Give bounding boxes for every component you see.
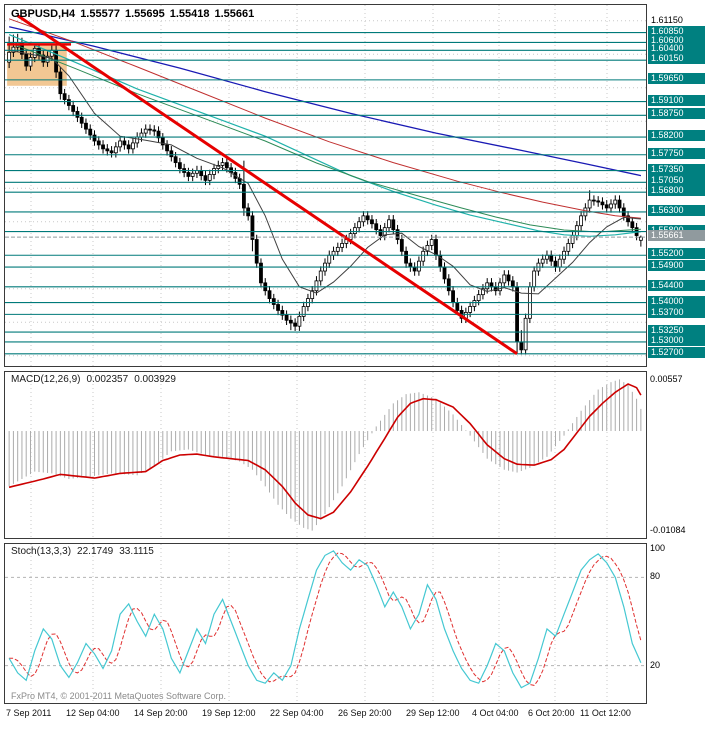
- stoch-scale[interactable]: 100 80 20: [648, 543, 708, 704]
- price-level-label: 1.60600: [648, 35, 705, 47]
- macd-histogram: [8, 379, 642, 531]
- copyright-text: FxPro MT4, © 2001-2011 MetaQuotes Softwa…: [11, 691, 227, 701]
- ma-teal: [8, 34, 641, 237]
- time-axis-label: 12 Sep 04:00: [66, 708, 120, 718]
- macd-scale[interactable]: 0.00557 -0.01084: [648, 371, 708, 539]
- stochastic-canvas[interactable]: [5, 544, 646, 703]
- stoch-signal-value: 33.1115: [119, 546, 154, 557]
- ma-fast-dark: [9, 49, 641, 295]
- macd-signal-value: 0.003929: [134, 374, 176, 385]
- time-axis-label: 29 Sep 12:00: [406, 708, 460, 718]
- stoch-axis-label: 20: [650, 659, 661, 670]
- price-axis-label: 1.61150: [651, 14, 683, 25]
- price-level-label: 1.56300: [648, 204, 705, 216]
- time-axis-label: 7 Sep 2011: [6, 708, 52, 718]
- time-axis-label: 11 Oct 12:00: [580, 708, 631, 718]
- price-level-label: 1.52700: [648, 346, 705, 358]
- time-axis-label: 14 Sep 20:00: [134, 708, 188, 718]
- stochastic-panel[interactable]: Stoch(13,3,3) 22.1749 33.1115 FxPro MT4, ©…: [4, 543, 647, 704]
- stoch-signal-line: [9, 552, 642, 686]
- price-level-label: 1.60850: [648, 25, 705, 37]
- price-level-label: 1.57350: [648, 163, 705, 175]
- time-axis-label: 4 Oct 04:00: [472, 708, 519, 718]
- macd-panel[interactable]: MACD(12,26,9) 0.002357 0.003929: [4, 371, 647, 539]
- open-value: 1.55577: [80, 8, 120, 20]
- close-value: 1.55661: [214, 8, 255, 20]
- price-level-label: 1.53250: [648, 325, 705, 337]
- macd-title: MACD(12,26,9) 0.002357 0.003929: [11, 374, 182, 385]
- price-level-label: 1.55200: [648, 248, 705, 260]
- time-axis-label: 22 Sep 04:00: [270, 708, 324, 718]
- macd-signal-line: [8, 383, 642, 520]
- stoch-title: Stoch(13,3,3) 22.1749 33.1115: [11, 546, 160, 557]
- price-level-label: 1.54900: [648, 260, 705, 272]
- macd-label: MACD(12,26,9): [11, 374, 81, 385]
- price-level-label: 1.58200: [648, 130, 705, 142]
- stoch-label: Stoch(13,3,3): [11, 546, 72, 557]
- price-level-label: 1.57750: [648, 147, 705, 159]
- symbol-period-label: GBPUSD,H4: [11, 8, 76, 20]
- price-level-label: 1.59100: [648, 94, 705, 106]
- price-level-label: 1.54400: [648, 279, 705, 291]
- price-chart-panel[interactable]: GBPUSD,H4 1.55577 1.55695 1.55418 1.55661: [4, 4, 647, 367]
- current-price-label: 1.55661: [648, 230, 705, 242]
- low-value: 1.55418: [169, 8, 210, 20]
- ma-green: [8, 41, 641, 233]
- price-level-label: 1.57050: [648, 175, 705, 187]
- high-value: 1.55695: [124, 8, 165, 20]
- price-level-label: 1.60150: [648, 53, 705, 65]
- price-chart-canvas[interactable]: [5, 5, 646, 366]
- stoch-main-value: 22.1749: [77, 546, 114, 557]
- time-axis-label: 19 Sep 12:00: [202, 708, 256, 718]
- ma-slow-blue: [8, 26, 642, 177]
- ma-red: [8, 18, 641, 219]
- price-level-label: 1.53000: [648, 334, 705, 346]
- macd-canvas[interactable]: [5, 372, 646, 538]
- price-scale[interactable]: 1.61150 1.60850 1.60600 1.60400 1.60150 1.596…: [648, 4, 708, 367]
- candles-layer: [7, 33, 643, 355]
- price-level-label: 1.54000: [648, 295, 705, 307]
- price-level-label: 1.53700: [648, 307, 705, 319]
- time-axis-label: 6 Oct 20:00: [528, 708, 575, 718]
- price-level-label: 1.60400: [648, 43, 705, 55]
- stoch-axis-label: 100: [650, 543, 666, 553]
- stoch-main-line: [8, 550, 642, 689]
- price-level-label: 1.56800: [648, 185, 705, 197]
- macd-axis-label: 0.00557: [650, 373, 683, 384]
- price-level-label: 1.58750: [648, 108, 705, 120]
- macd-main-value: 0.002357: [86, 374, 129, 385]
- price-level-label: 1.59650: [648, 72, 705, 84]
- chart-ohlc-title: GBPUSD,H4 1.55577 1.55695 1.55418 1.55661: [11, 8, 259, 20]
- stoch-axis-label: 80: [650, 571, 661, 582]
- downtrend-line: [16, 14, 518, 356]
- macd-axis-label: -0.01084: [650, 524, 686, 535]
- time-scale[interactable]: 7 Sep 2011 12 Sep 04:00 14 Sep 20:00 19 Sep…: [4, 706, 705, 728]
- time-axis-label: 26 Sep 20:00: [338, 708, 392, 718]
